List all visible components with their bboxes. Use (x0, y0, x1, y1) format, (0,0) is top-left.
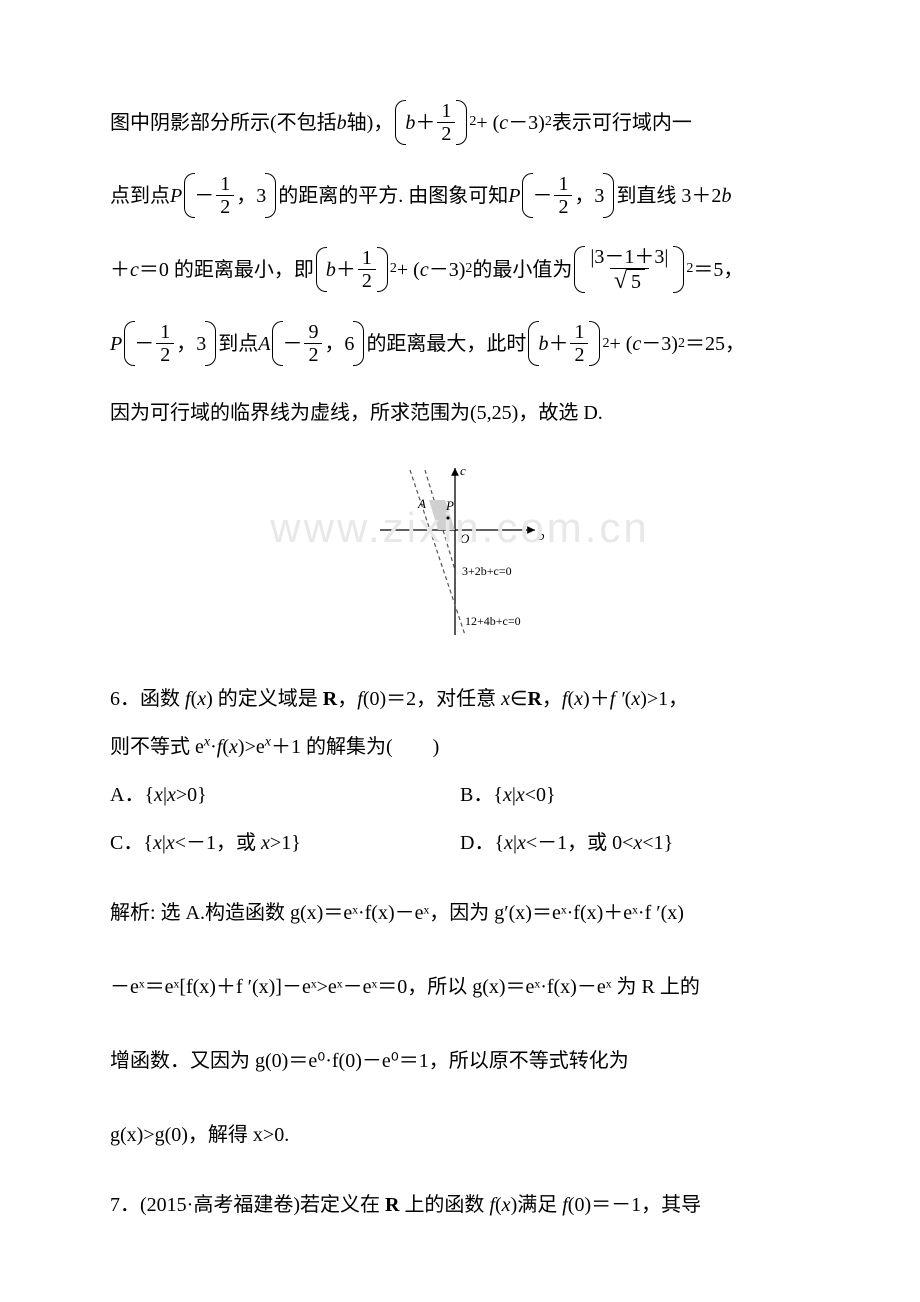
solution-para-4: P － 12 ，3 到点 A － 92 ，6 的距离最大，此时 b ＋ 12 2… (110, 321, 810, 366)
q6-stem-line2: 则不等式 ex·f(x)>ex＋1 的解集为( ) (110, 728, 810, 766)
solution-para-3: ＋ c ＝0 的距离最小，即 b ＋ 12 2 + ( c －3) 2 的最小值… (110, 246, 810, 293)
point-A: － 92 ，6 (272, 321, 364, 366)
q7-stem: 7．(2015·高考福建卷)若定义在 R 上的函数 f(x)满足 f(0)＝－1… (110, 1186, 810, 1224)
line2-label: 12+4b+c=0 (465, 614, 521, 628)
point-P-label: P (445, 498, 454, 513)
line1-label: 3+2b+c=0 (462, 564, 512, 578)
origin-label: O (460, 531, 470, 546)
q6-options-row2: C．{x|x<－1，或 x>1} D．{x|x<－1，或 0<x<1} (110, 824, 810, 862)
solution-para-5: 因为可行域的临界线为虚线，所求范围为(5,25)，故选 D. (110, 394, 810, 432)
point-P-2: － 12 ，3 (522, 173, 614, 218)
text: 图中阴影部分所示(不包括 (110, 104, 337, 142)
c-axis-label: c (460, 463, 466, 478)
sol6-line2: －eˣ＝eˣ[f(x)＋f ′(x)]－eˣ>eˣ－eˣ＝0，所以 g(x)＝e… (110, 964, 810, 1010)
sol6-line4: g(x)>g(0)，解得 x>0. (110, 1112, 810, 1158)
option-A: A．{x|x>0} (110, 776, 460, 814)
text: 表示可行域内一 (552, 104, 692, 142)
option-B: B．{x|x<0} (460, 776, 810, 814)
var-b: b (337, 104, 347, 142)
option-D: D．{x|x<－1，或 0<x<1} (460, 824, 810, 862)
point-A-label: A (417, 496, 426, 511)
b-axis-label: b (538, 528, 545, 543)
sol6-line3: 增函数．又因为 g(0)＝e⁰·f(0)－e⁰＝1，所以原不等式转化为 (110, 1038, 810, 1084)
diagram-svg: c b A P O 3+2b+c=0 12+4b+c=0 (370, 460, 550, 640)
q6-options-row1: A．{x|x>0} B．{x|x<0} (110, 776, 810, 814)
point-P: － 12 ，3 (184, 173, 276, 218)
min-value-frac: |3－1＋3| √5 (574, 246, 684, 293)
point-P-3: － 12 ，3 (124, 321, 216, 366)
paren-expr: b ＋ 12 (395, 100, 467, 145)
sol6-line1: 解析: 选 A.构造函数 g(x)＝eˣ·f(x)－eˣ，因为 g′(x)＝eˣ… (110, 890, 810, 936)
option-C: C．{x|x<－1，或 x>1} (110, 824, 460, 862)
solution-para-1: 图中阴影部分所示(不包括 b 轴)， b ＋ 12 2 + ( c －3) 2 … (110, 100, 810, 145)
text: 轴)， (347, 104, 394, 142)
paren-expr-2: b ＋ 12 (316, 247, 388, 292)
q6-stem-line1: 6．函数 f(x) 的定义域是 R，f(0)＝2，对任意 x∈R，f(x)＋f … (110, 680, 810, 718)
paren-expr-3: b ＋ 12 (528, 321, 600, 366)
feasible-region-diagram: www.zixin.com.cn c b A P O 3+2b+c=0 12+4… (110, 460, 810, 651)
solution-para-2: 点到点 P － 12 ，3 的距离的平方. 由图象可知 P － 12 ，3 到直… (110, 173, 810, 218)
